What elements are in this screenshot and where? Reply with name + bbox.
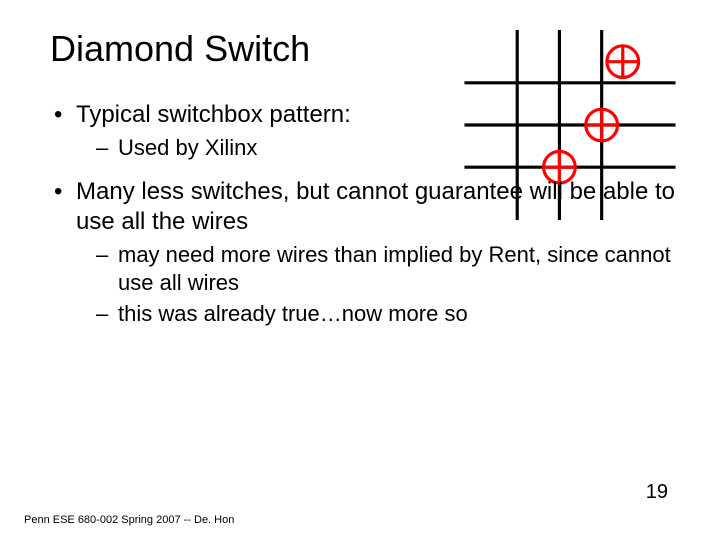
bullet-2-sub-2: this was already true…now more so bbox=[96, 300, 680, 329]
bullet-1-text: Typical switchbox pattern: bbox=[76, 101, 351, 128]
bullet-2: Many less switches, but cannot guarantee… bbox=[50, 177, 680, 329]
slide-content: Typical switchbox pattern: Used by Xilin… bbox=[50, 100, 680, 328]
page-number: 19 bbox=[646, 481, 668, 504]
slide-footer: Penn ESE 680-002 Spring 2007 -- De. Hon bbox=[24, 514, 234, 526]
bullet-1-sub-1: Used by Xilinx bbox=[96, 134, 680, 163]
bullet-2-text: Many less switches, but cannot guarantee… bbox=[76, 178, 675, 235]
bullet-1: Typical switchbox pattern: Used by Xilin… bbox=[50, 100, 680, 163]
bullet-2-sub-1: may need more wires than implied by Rent… bbox=[96, 241, 680, 298]
